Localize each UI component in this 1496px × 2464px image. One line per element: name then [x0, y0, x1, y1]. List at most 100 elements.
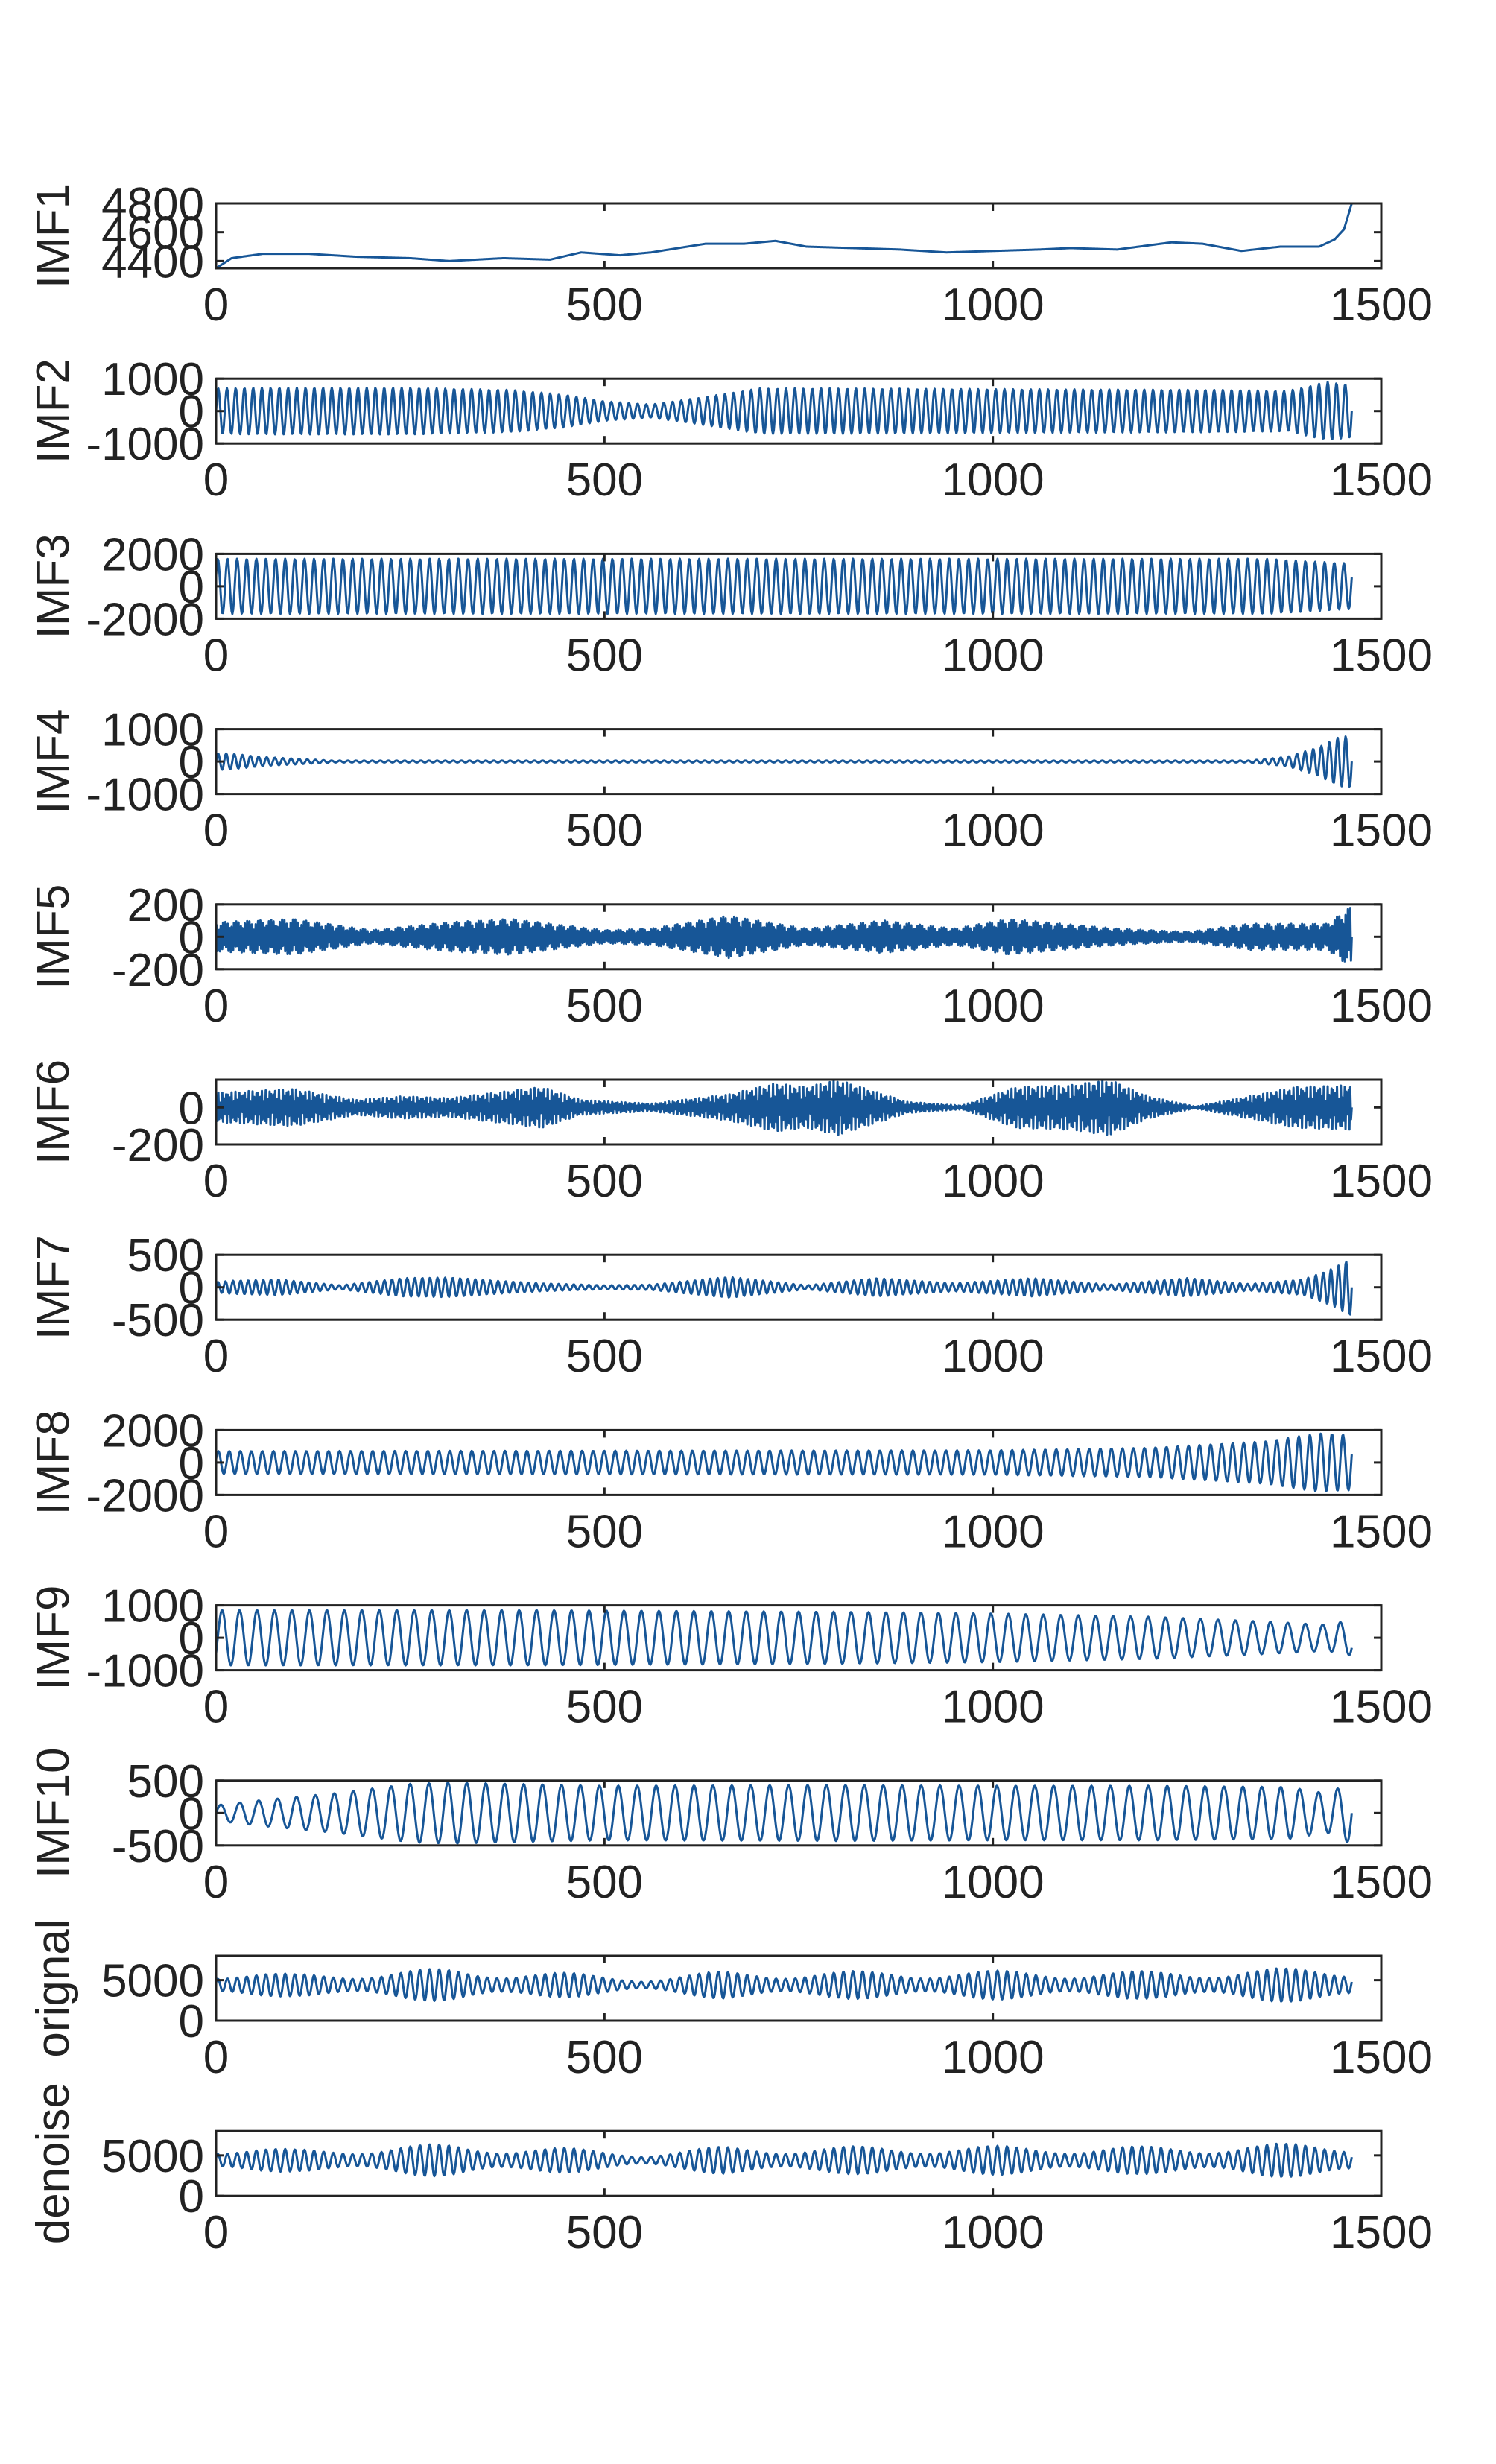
x-tick-label: 500 — [566, 2032, 643, 2083]
x-tick-label: 500 — [566, 2207, 643, 2258]
x-tick-label: 1000 — [942, 1156, 1045, 1207]
y-axis-label: IMF9 — [28, 1585, 79, 1690]
y-axis-label: IMF8 — [28, 1410, 79, 1515]
x-tick-label: 1000 — [942, 630, 1045, 681]
y-axis-label: IMF3 — [28, 533, 79, 639]
x-tick-label: 0 — [203, 1331, 229, 1382]
x-tick-label: 0 — [203, 2207, 229, 2258]
y-axis-label: IMF1 — [28, 183, 79, 288]
axes-frame — [215, 1078, 1383, 1146]
y-tick-label: -1000 — [86, 419, 204, 470]
x-tick-label: 1000 — [942, 1506, 1045, 1557]
x-tick-label: 500 — [566, 630, 643, 681]
x-tick-label: 0 — [203, 2032, 229, 2083]
x-tick-label: 1500 — [1330, 1156, 1433, 1207]
x-tick-label: 500 — [566, 1506, 643, 1557]
y-tick-label: 2000 — [101, 1405, 204, 1457]
x-tick-label: 500 — [566, 1156, 643, 1207]
x-tick-label: 1500 — [1330, 1682, 1433, 1733]
y-tick-label: 0 — [179, 737, 204, 788]
x-tick-label: 1000 — [942, 455, 1045, 506]
y-tick-label: 500 — [127, 1230, 204, 1282]
x-tick-label: 1000 — [942, 2032, 1045, 2083]
series-line-5-1 — [216, 907, 1353, 963]
x-tick-label: 1500 — [1330, 2207, 1433, 2258]
series-line-6-1 — [216, 1080, 1353, 1136]
y-tick-label: 0 — [179, 562, 204, 613]
x-tick-label: 1500 — [1330, 630, 1433, 681]
y-tick-label: -200 — [112, 945, 204, 996]
y-tick-label: 4400 — [101, 236, 204, 288]
y-tick-label: 4600 — [101, 208, 204, 259]
x-tick-label: 0 — [203, 805, 229, 857]
x-tick-label: 500 — [566, 455, 643, 506]
series-line-7-1 — [216, 1260, 1353, 1316]
y-tick-label: 0 — [179, 1438, 204, 1489]
x-tick-label: 1500 — [1330, 2032, 1433, 2083]
x-tick-label: 1500 — [1330, 1331, 1433, 1382]
y-axis-label: IMF2 — [28, 358, 79, 463]
x-tick-label: 0 — [203, 1506, 229, 1557]
x-tick-label: 1500 — [1330, 1506, 1433, 1557]
x-tick-label: 1000 — [942, 981, 1045, 1032]
y-tick-label: -2000 — [86, 594, 204, 645]
y-tick-label: 0 — [179, 912, 204, 963]
axes-frame — [215, 202, 1383, 270]
x-tick-label: 1500 — [1330, 981, 1433, 1032]
x-tick-label: 1500 — [1330, 455, 1433, 506]
y-tick-label: 0 — [179, 2171, 204, 2223]
x-tick-label: 1500 — [1330, 1857, 1433, 1908]
y-tick-label: -1000 — [86, 1646, 204, 1697]
series-line-2-1 — [216, 381, 1353, 440]
x-tick-label: 1000 — [942, 1331, 1045, 1382]
x-tick-label: 1000 — [942, 805, 1045, 857]
y-tick-label: -2000 — [86, 1470, 204, 1521]
y-tick-label: -500 — [112, 1295, 204, 1346]
y-tick-label: 5000 — [101, 1956, 204, 2007]
series-line-4-1 — [216, 735, 1353, 788]
x-tick-label: 500 — [566, 1331, 643, 1382]
x-tick-label: 500 — [566, 1857, 643, 1908]
y-axis-label: IMF5 — [28, 884, 79, 989]
series-line-3-1 — [216, 557, 1353, 615]
series-line-11-1 — [216, 1967, 1353, 2003]
series-line-9-1 — [216, 1609, 1353, 1667]
y-tick-label: 0 — [179, 1613, 204, 1665]
series-line-12-1 — [216, 2142, 1353, 2178]
x-tick-label: 1500 — [1330, 279, 1433, 331]
y-tick-label: 1000 — [101, 705, 204, 756]
x-tick-label: 500 — [566, 279, 643, 331]
y-tick-label: 0 — [179, 1263, 204, 1314]
y-tick-label: 5000 — [101, 2131, 204, 2182]
y-axis-label: IMF10 — [28, 1747, 79, 1878]
x-tick-label: 0 — [203, 455, 229, 506]
x-tick-label: 500 — [566, 805, 643, 857]
y-tick-label: -200 — [112, 1120, 204, 1171]
axes-frame — [215, 1954, 1383, 2022]
series-line-10-1 — [216, 1782, 1353, 1845]
x-tick-label: 500 — [566, 981, 643, 1032]
y-tick-label: 0 — [179, 387, 204, 438]
x-tick-label: 0 — [203, 1682, 229, 1733]
x-tick-label: 0 — [203, 1156, 229, 1207]
y-tick-label: 2000 — [101, 529, 204, 580]
y-axis-label: denoise — [28, 2083, 79, 2244]
y-tick-label: -1000 — [86, 770, 204, 821]
y-tick-label: 0 — [179, 1083, 204, 1134]
x-tick-label: 0 — [203, 630, 229, 681]
x-tick-label: 1000 — [942, 1857, 1045, 1908]
y-tick-label: 1000 — [101, 354, 204, 405]
y-tick-label: -500 — [112, 1821, 204, 1872]
y-axis-label: IMF4 — [28, 709, 79, 814]
